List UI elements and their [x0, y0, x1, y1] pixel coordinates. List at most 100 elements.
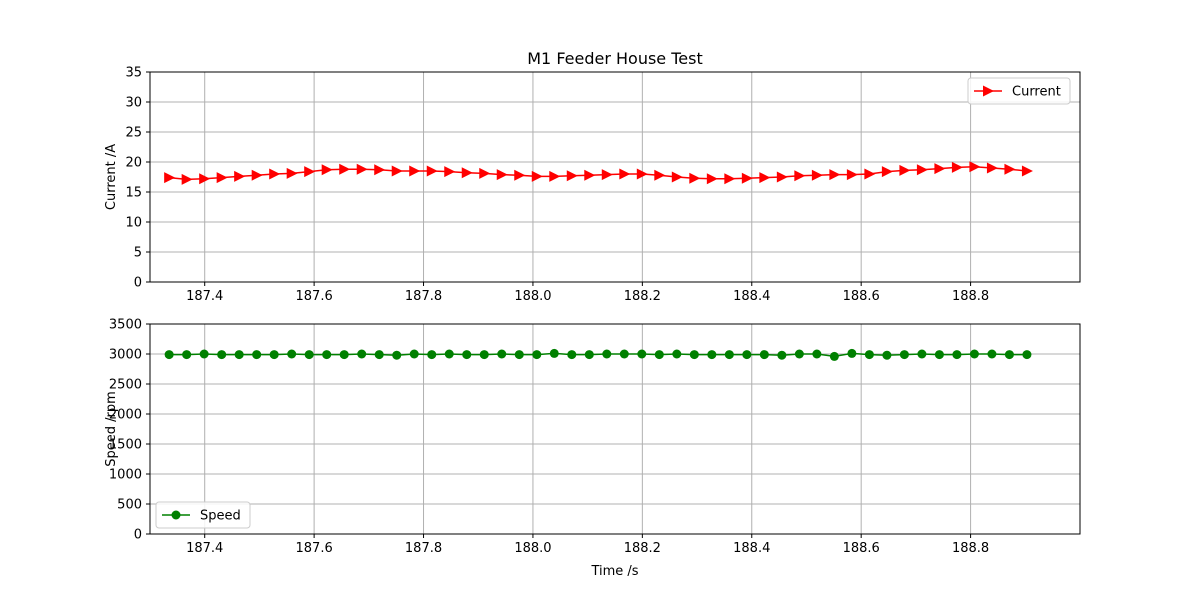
data-point [741, 172, 753, 184]
x-tick-label: 188.6 [843, 541, 880, 556]
data-point [444, 349, 454, 359]
data-point [444, 166, 456, 178]
data-point [549, 348, 559, 358]
data-point [602, 349, 612, 359]
data-point [532, 350, 542, 360]
y-tick-label: 1000 [109, 468, 142, 483]
x-axis-label: Time /s [590, 564, 638, 579]
y-tick-label: 5 [134, 246, 142, 261]
data-point [777, 350, 787, 360]
y-tick-label: 35 [125, 66, 142, 81]
y-tick-label: 3500 [109, 318, 142, 333]
x-tick-label: 188.4 [733, 289, 770, 304]
y-tick-label: 30 [125, 96, 142, 111]
x-tick-label: 187.4 [186, 289, 223, 304]
y-axis-label: Current /A [104, 144, 119, 210]
legend-label: Speed [200, 509, 241, 524]
data-point [479, 350, 489, 360]
data-point [461, 167, 473, 179]
data-point [724, 350, 734, 360]
x-tick-label: 188.2 [624, 289, 661, 304]
data-point [636, 168, 648, 180]
legend-marker [171, 510, 181, 520]
data-point [549, 170, 561, 182]
legend: Current [967, 77, 1071, 105]
y-axis-label: Speed /rpm [104, 391, 119, 467]
data-point [217, 350, 227, 360]
data-point [269, 350, 279, 360]
data-point [1022, 350, 1032, 360]
data-point [182, 350, 192, 360]
data-point [304, 166, 316, 178]
data-point [672, 349, 682, 359]
data-point [1004, 163, 1016, 175]
data-point [934, 350, 944, 360]
data-point [199, 173, 211, 185]
data-point [339, 350, 349, 360]
x-tick-label: 188.4 [733, 541, 770, 556]
data-point [584, 169, 596, 181]
y-tick-label: 20 [125, 156, 142, 171]
data-point [811, 169, 823, 181]
data-point [427, 350, 437, 360]
data-point [934, 163, 946, 175]
y-tick-label: 25 [125, 126, 142, 141]
data-point [952, 350, 962, 360]
x-tick-label: 188.8 [952, 289, 989, 304]
data-point [409, 349, 419, 359]
x-tick-label: 188.2 [624, 541, 661, 556]
data-point [251, 169, 263, 181]
legend-box [155, 501, 251, 529]
data-point [847, 348, 857, 358]
x-tick-label: 188.8 [952, 541, 989, 556]
y-tick-label: 500 [117, 498, 142, 513]
data-point [287, 349, 297, 359]
data-point [531, 170, 543, 182]
legend-box [967, 77, 1071, 105]
data-point [829, 169, 841, 181]
data-point [181, 173, 193, 185]
data-point [164, 350, 174, 360]
data-point [514, 169, 526, 181]
data-point [234, 170, 246, 182]
x-tick-label: 187.8 [405, 541, 442, 556]
data-point [654, 169, 666, 181]
x-tick-label: 188.6 [843, 289, 880, 304]
chart-title: M1 Feeder House Test [527, 49, 702, 68]
data-point [392, 350, 402, 360]
data-point [986, 162, 998, 174]
axes-frame [149, 323, 1081, 535]
legend: Speed [155, 501, 251, 529]
data-point [321, 164, 333, 176]
data-point [759, 350, 769, 360]
data-point [654, 350, 664, 360]
data-point [479, 167, 491, 179]
data-point [566, 170, 578, 182]
data-point [216, 172, 228, 184]
data-point [339, 163, 351, 175]
x-tick-label: 187.6 [296, 541, 333, 556]
data-point [776, 171, 788, 183]
legend-marker [983, 85, 994, 97]
data-point [567, 350, 577, 360]
current-subplot: 187.4 187.6 187.8 188.0 188.2 188.4 188.6 188.8… [104, 66, 1081, 304]
data-point [637, 349, 647, 359]
data-point [1004, 350, 1014, 360]
y-tick-label: 15 [125, 186, 142, 201]
data-point [916, 164, 928, 176]
data-point [234, 350, 244, 360]
data-point [601, 169, 613, 181]
data-point [881, 166, 893, 178]
y-tick-label: 2500 [109, 378, 142, 393]
data-point [724, 173, 736, 185]
data-point [514, 350, 524, 360]
data-point [951, 161, 963, 173]
data-point [462, 350, 472, 360]
data-point [1021, 165, 1033, 177]
data-point [759, 172, 771, 184]
data-point [374, 350, 384, 360]
data-point [969, 349, 979, 359]
data-point [409, 165, 421, 177]
data-point [584, 350, 594, 360]
data-point [426, 165, 438, 177]
